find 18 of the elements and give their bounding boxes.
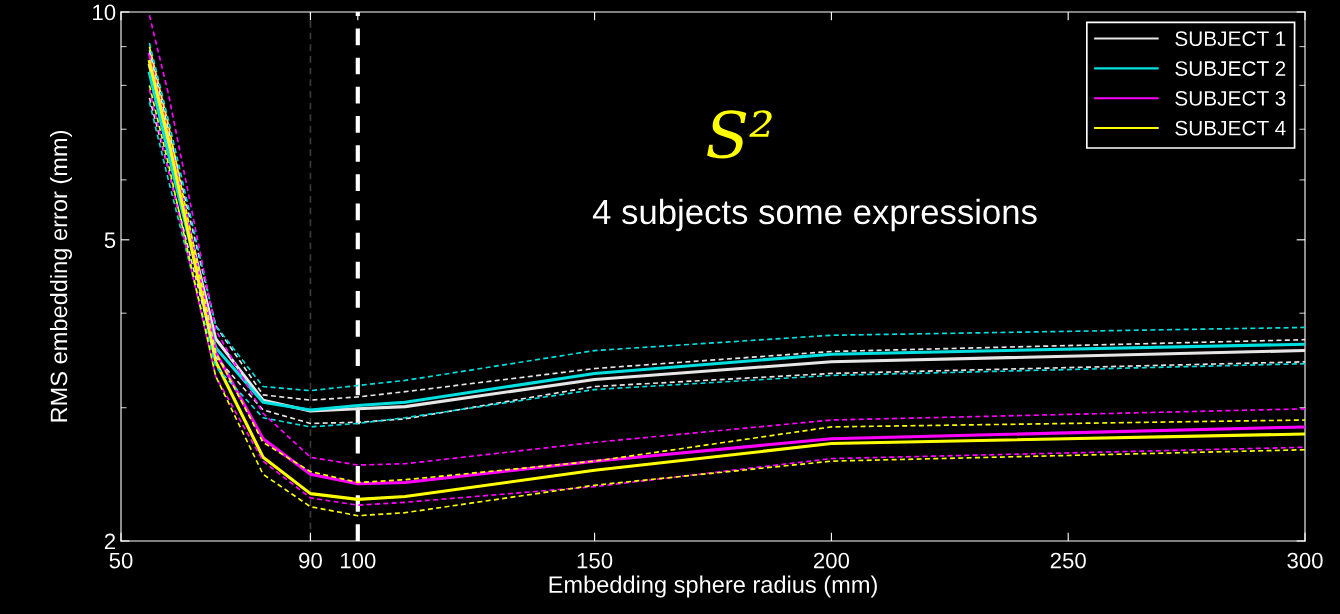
y-tick-label: 10 [93,4,116,21]
legend-label: SUBJECT 1 [1175,31,1286,47]
x-axis-title: Embedding sphere radius (mm) [549,575,877,598]
y-axis-title: RMS embedding error (mm) [49,131,72,422]
legend-label: SUBJECT 4 [1175,120,1286,136]
x-tick-label: 150 [577,552,613,569]
y-tick-label: 2 [104,533,116,550]
x-tick-label: 200 [813,552,850,569]
x-tick-label: 90 [299,552,322,569]
legend-label: SUBJECT 3 [1175,90,1286,106]
x-tick-label: 50 [109,552,133,569]
x-tick-label: 300 [1287,552,1323,569]
annotation: S² [707,110,772,159]
x-tick-label: 100 [340,552,376,569]
legend-label: SUBJECT 2 [1175,61,1286,76]
annotation: 4 subjects some expressions [592,198,1037,232]
x-tick-label: 250 [1050,552,1086,569]
y-tick-label: 5 [104,232,116,249]
